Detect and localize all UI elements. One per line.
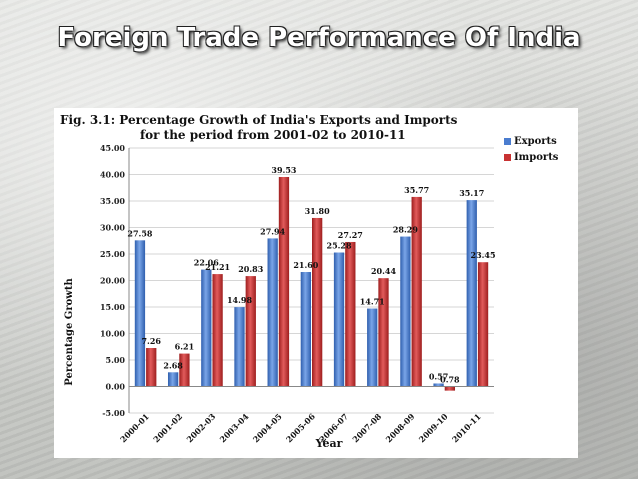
- y-tick-label: 15.00: [100, 302, 125, 312]
- exports-bar: [167, 372, 179, 387]
- exports-bar: [234, 307, 245, 387]
- imports-bar: [378, 278, 389, 387]
- legend-label-imports: Imports: [514, 152, 559, 163]
- imports-bar: [312, 217, 323, 387]
- imports-data-label: 7.26: [141, 336, 161, 346]
- x-tick-label: 2004-05: [251, 411, 284, 444]
- x-tick-label: 2010-11: [450, 411, 483, 444]
- legend-swatch-imports: [504, 154, 511, 161]
- exports-bar: [201, 269, 212, 387]
- y-tick-label: 30.00: [100, 223, 125, 233]
- imports-bar: [245, 276, 256, 387]
- legend: Exports Imports: [504, 136, 559, 163]
- imports-data-label: 21.21: [205, 262, 230, 272]
- x-tick-label: 2001-02: [151, 411, 184, 444]
- imports-data-label: 0.78: [440, 375, 460, 385]
- y-tick-label: -5.00: [102, 408, 125, 418]
- exports-data-label: 21.60: [293, 260, 318, 270]
- imports-bar: [444, 386, 456, 391]
- exports-bar: [333, 252, 345, 387]
- imports-data-label: 20.44: [371, 266, 396, 276]
- imports-bar: [212, 274, 223, 387]
- bar-chart: Fig. 3.1: Percentage Growth of India's E…: [60, 113, 559, 450]
- exports-data-label: 0.57: [429, 371, 448, 381]
- imports-bar: [278, 176, 290, 387]
- x-tick-label: 2009-10: [417, 411, 450, 444]
- imports-data-label: 23.45: [471, 250, 496, 260]
- y-tick-label: 40.00: [100, 170, 125, 180]
- exports-bar: [134, 240, 146, 387]
- exports-data-label: 2.68: [163, 360, 183, 370]
- x-tick-label: 2007-08: [350, 411, 383, 444]
- y-tick-label: 20.00: [100, 276, 125, 286]
- exports-data-label: 35.17: [459, 188, 484, 198]
- x-axis-label: Year: [315, 437, 343, 450]
- y-tick-label: 35.00: [100, 196, 125, 206]
- y-axis-label: Percentage Growth: [64, 278, 75, 386]
- legend-label-exports: Exports: [514, 136, 557, 147]
- imports-data-label: 6.21: [175, 342, 194, 352]
- imports-bar: [477, 262, 489, 387]
- exports-bar: [433, 383, 444, 387]
- exports-bar: [466, 200, 477, 387]
- x-tick-label: 2008-09: [383, 411, 416, 444]
- imports-bar: [411, 196, 422, 387]
- y-tick-label: 10.00: [100, 329, 125, 339]
- x-tick-label: 2002-03: [184, 411, 217, 444]
- y-tick-label: 0.00: [106, 382, 126, 392]
- exports-bar: [300, 272, 311, 387]
- chart-title-line2: for the period from 2001-02 to 2010-11: [140, 128, 406, 142]
- y-tick-label: 25.00: [100, 249, 125, 259]
- x-tick-label: 2005-06: [284, 411, 317, 444]
- exports-data-label: 14.71: [360, 297, 385, 307]
- exports-data-label: 28.29: [393, 225, 418, 235]
- imports-data-label: 39.53: [271, 165, 296, 175]
- imports-bar: [179, 353, 190, 387]
- imports-data-label: 20.83: [238, 264, 263, 274]
- chart-title-line1: Fig. 3.1: Percentage Growth of India's E…: [60, 113, 458, 127]
- exports-data-label: 25.28: [327, 241, 352, 251]
- bars: [134, 176, 489, 391]
- exports-bar: [267, 238, 278, 387]
- imports-data-label: 27.27: [338, 230, 363, 240]
- exports-bar: [400, 236, 411, 387]
- imports-bar: [146, 348, 157, 387]
- x-tick-label: 2003-04: [218, 411, 251, 444]
- exports-data-label: 22.06: [194, 258, 219, 268]
- chart-panel: Fig. 3.1: Percentage Growth of India's E…: [54, 108, 578, 458]
- legend-swatch-exports: [504, 138, 511, 145]
- y-tick-label: 45.00: [100, 143, 125, 153]
- y-tick-label: 5.00: [106, 355, 126, 365]
- slide-title: Foreign Trade Performance Of India: [57, 23, 581, 53]
- exports-data-label: 27.58: [127, 228, 152, 238]
- imports-data-label: 31.80: [305, 206, 330, 216]
- gridlines: [129, 147, 494, 414]
- exports-data-label: 27.94: [260, 226, 285, 236]
- imports-data-label: 35.77: [404, 185, 429, 195]
- imports-bar: [345, 241, 356, 387]
- axes: -5.00 0.00 5.00 10.00 15.00 20.00 25.00 30.00 35…: [100, 143, 494, 444]
- exports-data-label: 14.98: [227, 295, 252, 305]
- exports-bar: [367, 308, 378, 387]
